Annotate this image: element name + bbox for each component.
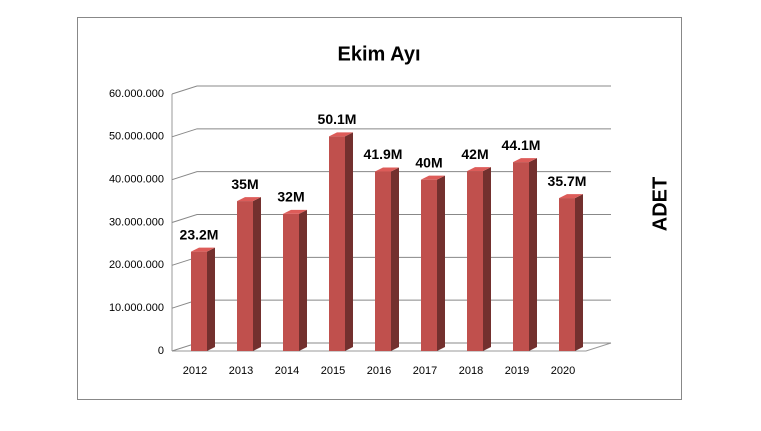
y-tick-label: 60.000.000 — [109, 88, 164, 100]
bar — [329, 136, 345, 351]
bar-top — [421, 175, 445, 180]
bar-top — [467, 167, 491, 172]
x-tick-label: 2016 — [367, 365, 391, 377]
value-label: 50.1M — [318, 111, 357, 127]
bar-top — [375, 167, 399, 172]
y-tick-label: 30.000.000 — [109, 216, 164, 228]
bar — [237, 201, 253, 351]
bar-side — [483, 167, 491, 351]
chart-title: Ekim Ayı — [338, 43, 421, 65]
bar-top — [283, 209, 307, 214]
bar — [421, 179, 437, 351]
x-tick-label: 2013 — [229, 365, 253, 377]
bar-side — [253, 197, 261, 351]
x-tick-label: 2018 — [459, 365, 483, 377]
value-label: 23.2M — [180, 226, 219, 242]
grid-line — [171, 85, 611, 95]
value-label: 35.7M — [548, 173, 587, 189]
floor — [172, 342, 612, 352]
y-tick-label: 40.000.000 — [109, 174, 164, 186]
x-tick-label: 2019 — [505, 365, 529, 377]
y-tick-label: 50.000.000 — [109, 131, 164, 143]
x-tick-label: 2015 — [321, 365, 345, 377]
bar-side — [299, 209, 307, 351]
bar-side — [575, 194, 583, 351]
y-axis-label: ADET — [649, 177, 671, 231]
bar — [513, 162, 529, 351]
bar-top — [513, 158, 537, 163]
bar-top — [329, 132, 353, 137]
bar-top — [191, 247, 215, 252]
x-tick-label: 2012 — [183, 365, 207, 377]
y-tick-label: 0 — [158, 345, 164, 357]
bar-side — [345, 132, 353, 351]
grid-line — [171, 128, 611, 138]
bar-top — [237, 197, 261, 202]
bar-side — [529, 158, 537, 351]
bar — [283, 213, 299, 351]
bar-side — [207, 247, 215, 351]
x-tick-label: 2017 — [413, 365, 437, 377]
x-tick-label: 2014 — [275, 365, 299, 377]
bar — [559, 198, 575, 351]
bar — [191, 251, 207, 351]
value-label: 35M — [231, 176, 258, 192]
bar-top — [559, 194, 583, 199]
y-tick-label: 10.000.000 — [109, 302, 164, 314]
value-label: 42M — [461, 146, 488, 162]
value-label: 32M — [277, 189, 304, 205]
value-label: 40M — [415, 154, 442, 170]
value-label: 41.9M — [364, 146, 403, 162]
y-tick-label: 20.000.000 — [109, 259, 164, 271]
value-label: 44.1M — [502, 137, 541, 153]
bar-side — [391, 167, 399, 351]
x-tick-label: 2020 — [551, 365, 575, 377]
bar — [375, 171, 391, 351]
bar-side — [437, 175, 445, 351]
bar — [467, 171, 483, 351]
